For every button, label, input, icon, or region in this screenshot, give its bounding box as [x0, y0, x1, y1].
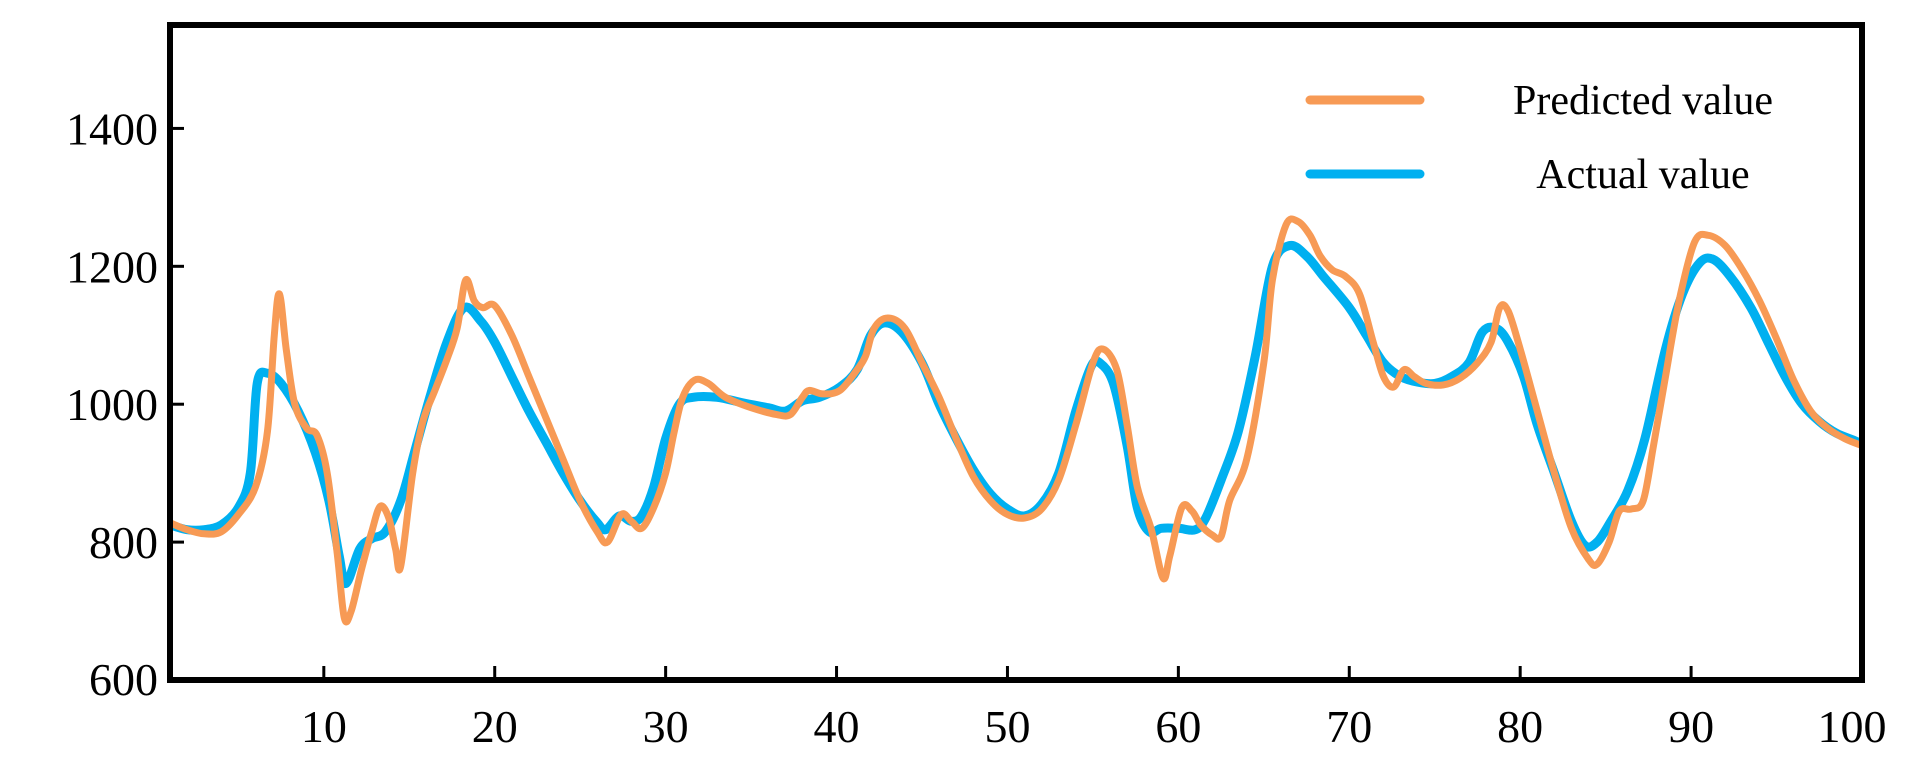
legend-label-predicted: Predicted value — [1513, 78, 1773, 124]
x-tick-label: 60 — [1155, 701, 1201, 752]
y-tick-label: 1400 — [66, 103, 158, 154]
legend-label-actual: Actual value — [1536, 152, 1749, 198]
x-tick-label: 20 — [472, 701, 518, 752]
x-tick-label: 80 — [1497, 701, 1543, 752]
x-tick-label: 50 — [984, 701, 1030, 752]
x-tick-label: 90 — [1668, 701, 1714, 752]
y-tick-label: 1200 — [66, 241, 158, 292]
x-tick-label: 100 — [1818, 701, 1887, 752]
y-axis-ticks: 600 800 1000 1200 1400 — [66, 103, 184, 705]
x-tick-label: 40 — [814, 701, 860, 752]
series-line-predicted — [170, 215, 1862, 626]
x-tick-label: 30 — [643, 701, 689, 752]
x-axis-ticks: 10 20 30 40 50 60 70 80 90 100 — [301, 666, 1887, 752]
legend: Predicted value Actual value — [1305, 78, 1773, 198]
plot-area-frame — [167, 22, 1865, 683]
series-layer — [170, 215, 1862, 626]
x-tick-label: 70 — [1326, 701, 1372, 752]
y-tick-label: 800 — [89, 517, 158, 568]
y-tick-label: 1000 — [66, 379, 158, 430]
x-tick-label: 10 — [301, 701, 347, 752]
y-tick-label: 600 — [89, 654, 158, 705]
